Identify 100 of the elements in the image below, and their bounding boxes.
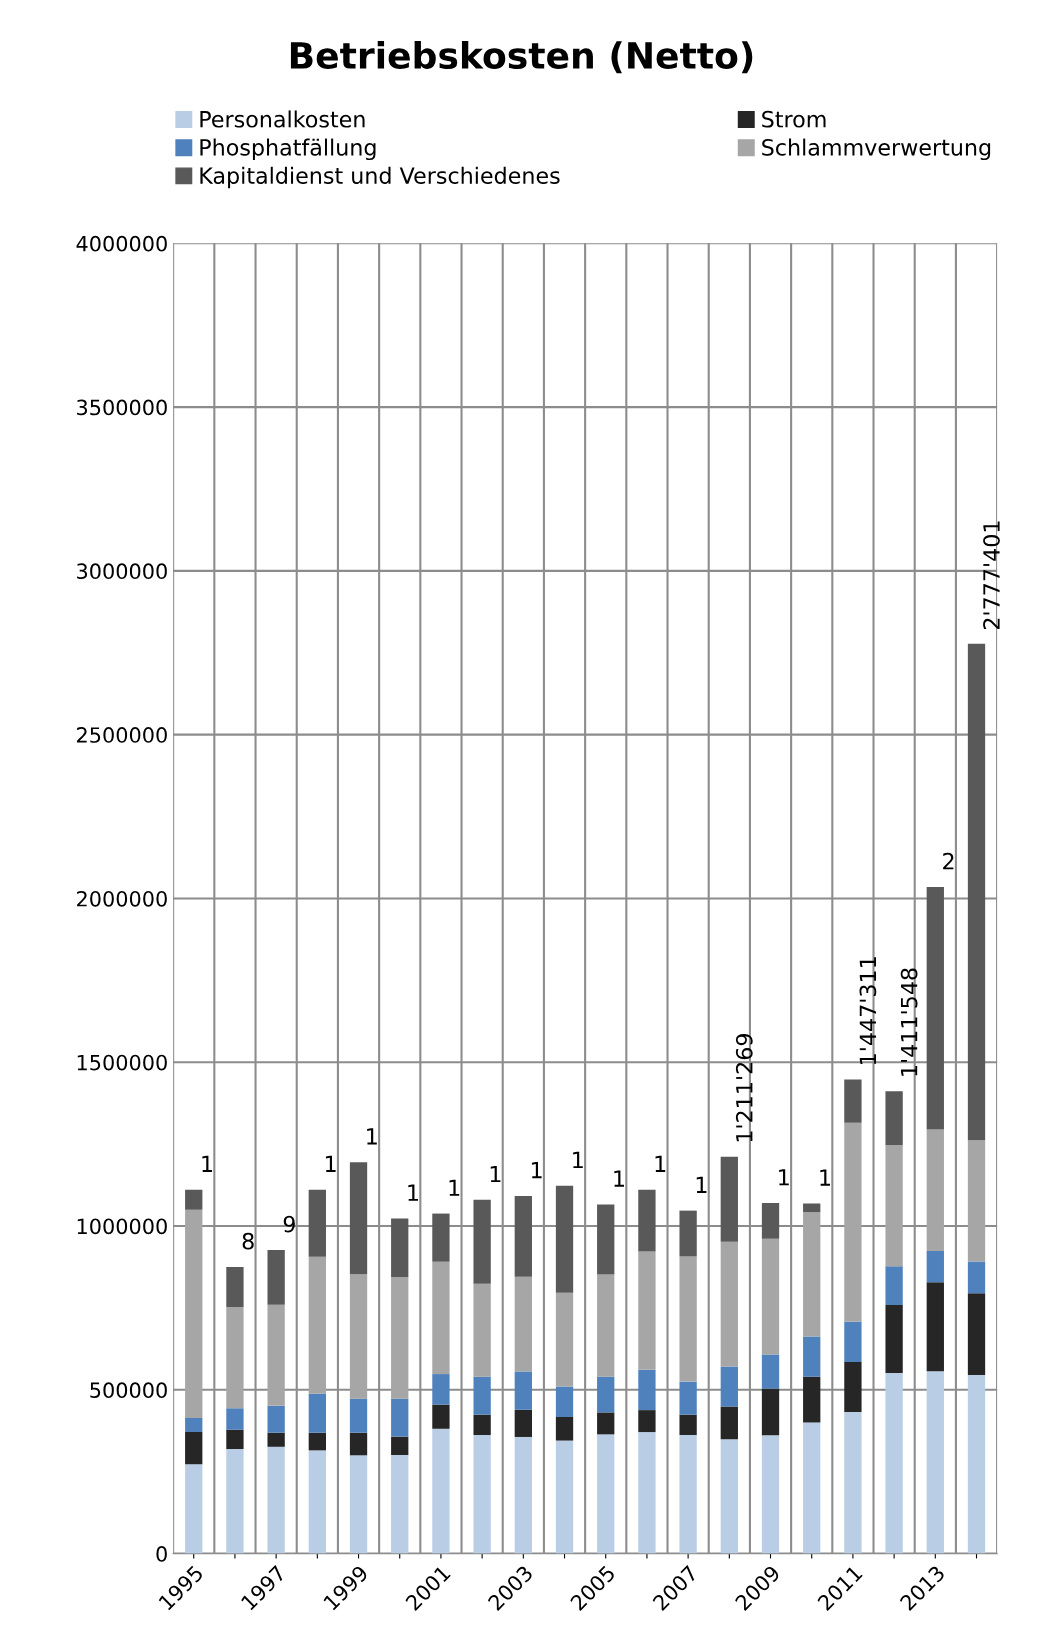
bar [638, 1410, 656, 1433]
bar [638, 1251, 656, 1370]
bar [267, 1446, 285, 1554]
bar [349, 1274, 368, 1399]
legend-label: Phosphatfällung [200, 138, 376, 161]
bar [679, 1435, 697, 1554]
bar [514, 1276, 532, 1372]
bar [185, 1189, 203, 1210]
y-tick-label: 4000000 [76, 235, 167, 252]
bar [267, 1432, 285, 1447]
bar [185, 1209, 203, 1418]
bar [432, 1374, 450, 1405]
bar [514, 1195, 532, 1277]
bar [597, 1204, 615, 1275]
annotation: 1 [449, 1179, 460, 1196]
bar [514, 1371, 532, 1410]
bar [473, 1435, 491, 1554]
annotation: 1 [367, 1128, 377, 1145]
bar [885, 1304, 903, 1374]
bar [514, 1436, 532, 1554]
annotation: 1 [655, 1155, 666, 1172]
bar [226, 1266, 244, 1307]
annotation: 1 [820, 1169, 830, 1186]
bar [267, 1405, 285, 1433]
bar [391, 1398, 409, 1437]
annotation: 9 [283, 1215, 295, 1233]
bar [432, 1404, 450, 1429]
bar [803, 1203, 821, 1213]
bar [185, 1432, 203, 1465]
bar [967, 1375, 986, 1554]
annotation: 1 [779, 1169, 789, 1186]
bar [226, 1306, 244, 1409]
legend-label: Strom [762, 110, 826, 128]
bar [967, 1261, 986, 1294]
bar [391, 1218, 409, 1278]
y-tick-label: 2500000 [77, 727, 167, 743]
bar [761, 1203, 780, 1239]
bar [597, 1274, 615, 1377]
bar [555, 1185, 574, 1293]
bar [885, 1091, 903, 1146]
bar [473, 1283, 491, 1377]
bar [926, 1282, 944, 1372]
total-label: 1'211'269 [735, 1034, 753, 1142]
y-tick-label: 1000000 [77, 1218, 167, 1235]
bar [308, 1189, 326, 1257]
total-label: 1'411'548 [900, 968, 918, 1076]
total-label: 2'777'401 [983, 521, 1000, 630]
bar [844, 1079, 862, 1123]
bar [638, 1369, 656, 1411]
bar [844, 1321, 862, 1362]
y-tick-label: 2000000 [77, 890, 167, 907]
bar [638, 1189, 656, 1252]
bar [308, 1256, 326, 1394]
bar [391, 1436, 409, 1455]
bar [844, 1122, 862, 1322]
annotation: 1 [325, 1155, 336, 1172]
bar [185, 1417, 203, 1433]
bar [967, 1140, 986, 1262]
bar [926, 1129, 944, 1251]
bar [803, 1376, 821, 1423]
bar [349, 1432, 368, 1456]
bar [432, 1261, 450, 1375]
bar [720, 1366, 738, 1407]
bar [967, 643, 986, 1141]
bar [391, 1454, 409, 1554]
bar [926, 1250, 944, 1283]
bar [473, 1199, 491, 1284]
y-tick-label: 500000 [90, 1382, 167, 1399]
bar [844, 1361, 862, 1413]
bar [761, 1238, 780, 1355]
bar [226, 1429, 244, 1450]
chart-title: Betriebskosten (Netto) [290, 41, 753, 74]
bar [720, 1241, 738, 1367]
annotation: 1 [696, 1176, 707, 1193]
annotation: 1 [408, 1184, 418, 1201]
annotation: 2 [943, 852, 954, 870]
bar [803, 1336, 821, 1377]
annotation: 8 [242, 1232, 254, 1250]
bar [844, 1412, 862, 1554]
bar [432, 1428, 450, 1554]
annotation: 1 [614, 1170, 624, 1187]
bar [267, 1304, 285, 1406]
annotation: 1 [531, 1161, 542, 1179]
bar [226, 1408, 244, 1430]
bar [761, 1435, 780, 1554]
bar [967, 1293, 986, 1376]
y-tick-label: 1500000 [77, 1054, 167, 1071]
annotation: 1 [490, 1165, 501, 1183]
bar [803, 1422, 821, 1554]
bar [308, 1393, 326, 1433]
bar [597, 1376, 615, 1413]
y-tick-label: 0 [156, 1546, 167, 1562]
bar [597, 1434, 615, 1554]
bar [803, 1212, 821, 1337]
bar [885, 1266, 903, 1305]
bar [349, 1162, 368, 1275]
bar [885, 1145, 903, 1267]
bar [555, 1386, 574, 1417]
bar [267, 1249, 285, 1305]
bar [761, 1388, 780, 1436]
